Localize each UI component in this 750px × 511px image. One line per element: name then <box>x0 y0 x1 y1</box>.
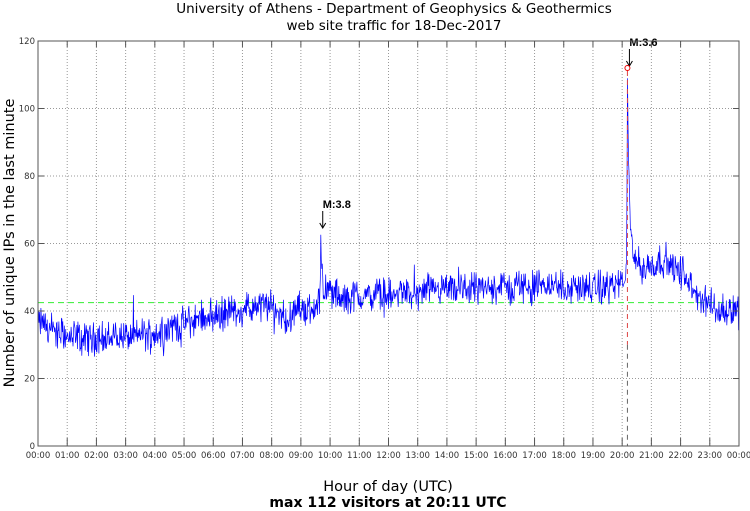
x-tick-label: 20:00 <box>610 451 635 461</box>
x-tick-label: 19:00 <box>581 451 606 461</box>
x-tick-label: 12:00 <box>376 451 401 461</box>
event-label: M:3.6 <box>629 37 657 49</box>
y-tick-label: 100 <box>19 105 35 115</box>
x-axis: 00:00 01:00 02:00 03:00 04:00 05:00 06:00 07:00… <box>26 41 750 461</box>
x-tick-label: 00:00 <box>26 451 51 461</box>
x-tick-label: 03:00 <box>113 451 138 461</box>
y-tick-label: 20 <box>24 375 35 385</box>
y-tick-label: 0 <box>30 442 35 452</box>
x-tick-label: 00:00 <box>727 451 750 461</box>
max-point-marker <box>624 65 631 71</box>
x-tick-label: 11:00 <box>347 451 372 461</box>
x-tick-label: 04:00 <box>143 451 168 461</box>
arrowhead <box>319 222 327 229</box>
x-tick-label: 05:00 <box>172 451 197 461</box>
events: M:3.8 M:3.6 <box>319 37 658 446</box>
x-tick-label: 13:00 <box>405 451 430 461</box>
y-axis: 0 20 40 60 80 100 120 <box>19 37 739 452</box>
chart-subtitle: web site traffic for 18-Dec-2017 <box>286 18 501 34</box>
x-tick-label: 06:00 <box>201 451 226 461</box>
x-tick-label: 10:00 <box>318 451 343 461</box>
footer-max-visitors: max 112 visitors at 20:11 UTC <box>269 495 506 511</box>
x-tick-label: 02:00 <box>84 451 109 461</box>
grid <box>38 41 739 446</box>
x-tick-label: 09:00 <box>289 451 314 461</box>
x-tick-label: 23:00 <box>698 451 723 461</box>
x-tick-label: 16:00 <box>493 451 518 461</box>
series-line <box>37 78 740 357</box>
x-tick-label: 14:00 <box>435 451 460 461</box>
x-tick-label: 17:00 <box>522 451 547 461</box>
x-tick-label: 01:00 <box>55 451 80 461</box>
y-tick-label: 40 <box>24 307 35 317</box>
y-tick-label: 120 <box>19 37 35 47</box>
chart-title: University of Athens - Department of Geo… <box>176 1 612 17</box>
x-tick-label: 21:00 <box>639 451 664 461</box>
y-tick-label: 80 <box>24 172 35 182</box>
y-axis-label: Number of unique IPs in the last minute <box>2 99 18 388</box>
x-tick-label: 18:00 <box>552 451 577 461</box>
event-marker: M:3.6 <box>624 37 658 446</box>
event-marker: M:3.8 <box>319 199 351 229</box>
y-tick-label: 60 <box>24 240 35 250</box>
x-tick-label: 07:00 <box>230 451 255 461</box>
event-label: M:3.8 <box>323 199 351 211</box>
x-tick-label: 08:00 <box>259 451 284 461</box>
x-tick-label: 15:00 <box>464 451 489 461</box>
x-axis-label: Hour of day (UTC) <box>323 479 452 495</box>
x-tick-label: 22:00 <box>668 451 693 461</box>
